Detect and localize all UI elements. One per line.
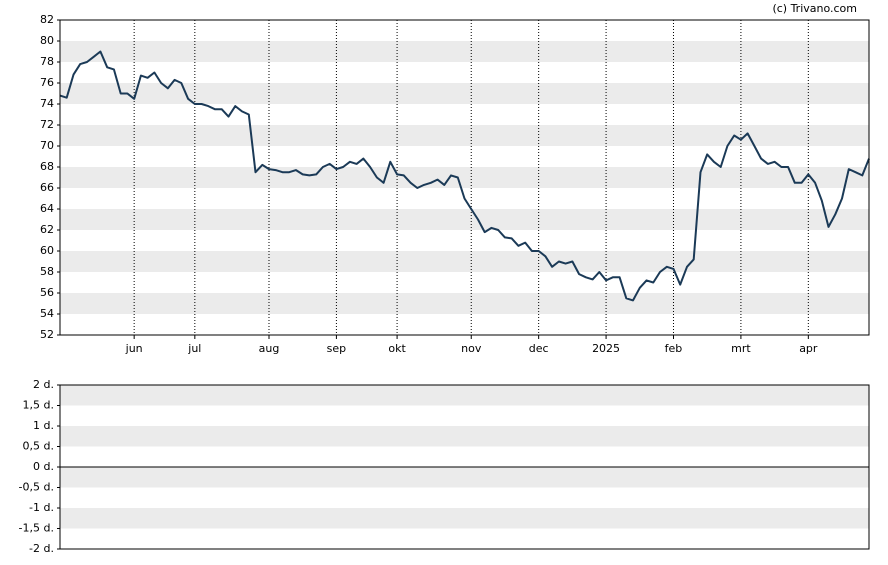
x-tick-label: mrt	[731, 342, 751, 355]
x-tick-label: okt	[388, 342, 406, 355]
x-tick-label: 2025	[592, 342, 620, 355]
y-tick-label: 54	[40, 307, 54, 320]
grid-band	[60, 251, 869, 272]
y-tick-label: 0 d.	[33, 460, 54, 473]
grid-band	[60, 125, 869, 146]
grid-band	[60, 426, 869, 447]
y-tick-label: 58	[40, 265, 54, 278]
y-tick-label: 76	[40, 76, 54, 89]
grid-band	[60, 209, 869, 230]
y-tick-label: -1 d.	[29, 501, 54, 514]
y-tick-label: 82	[40, 13, 54, 26]
y-tick-label: 74	[40, 97, 54, 110]
x-tick-label: nov	[461, 342, 482, 355]
y-tick-label: 70	[40, 139, 54, 152]
x-tick-label: feb	[665, 342, 683, 355]
x-tick-label: jul	[187, 342, 201, 355]
grid-band	[60, 508, 869, 529]
y-tick-label: 66	[40, 181, 54, 194]
grid-band	[60, 293, 869, 314]
grid-band	[60, 385, 869, 406]
y-tick-label: 60	[40, 244, 54, 257]
y-tick-label: -2 d.	[29, 542, 54, 555]
grid-band	[60, 41, 869, 62]
y-tick-label: 0,5 d.	[23, 440, 54, 453]
y-tick-label: 1,5 d.	[23, 399, 54, 412]
grid-band	[60, 467, 869, 488]
grid-band	[60, 83, 869, 104]
grid-band	[60, 167, 869, 188]
y-tick-label: 64	[40, 202, 54, 215]
y-tick-label: 78	[40, 55, 54, 68]
y-tick-label: 62	[40, 223, 54, 236]
x-tick-label: sep	[327, 342, 346, 355]
y-tick-label: -0,5 d.	[19, 481, 54, 494]
y-tick-label: 52	[40, 328, 54, 341]
y-tick-label: 1 d.	[33, 419, 54, 432]
y-tick-label: 80	[40, 34, 54, 47]
y-tick-label: 72	[40, 118, 54, 131]
x-tick-label: apr	[799, 342, 818, 355]
plot-frame	[59, 19, 870, 336]
credit: (c) Trivano.com	[772, 2, 857, 15]
y-tick-label: -1,5 d.	[19, 522, 54, 535]
price-line	[59, 50, 870, 302]
y-tick-label: 68	[40, 160, 54, 173]
x-tick-label: dec	[529, 342, 549, 355]
x-tick-label: aug	[259, 342, 280, 355]
plot-frame	[59, 384, 870, 550]
y-tick-label: 2 d.	[33, 378, 54, 391]
y-tick-label: 56	[40, 286, 54, 299]
x-tick-label: jun	[125, 342, 143, 355]
